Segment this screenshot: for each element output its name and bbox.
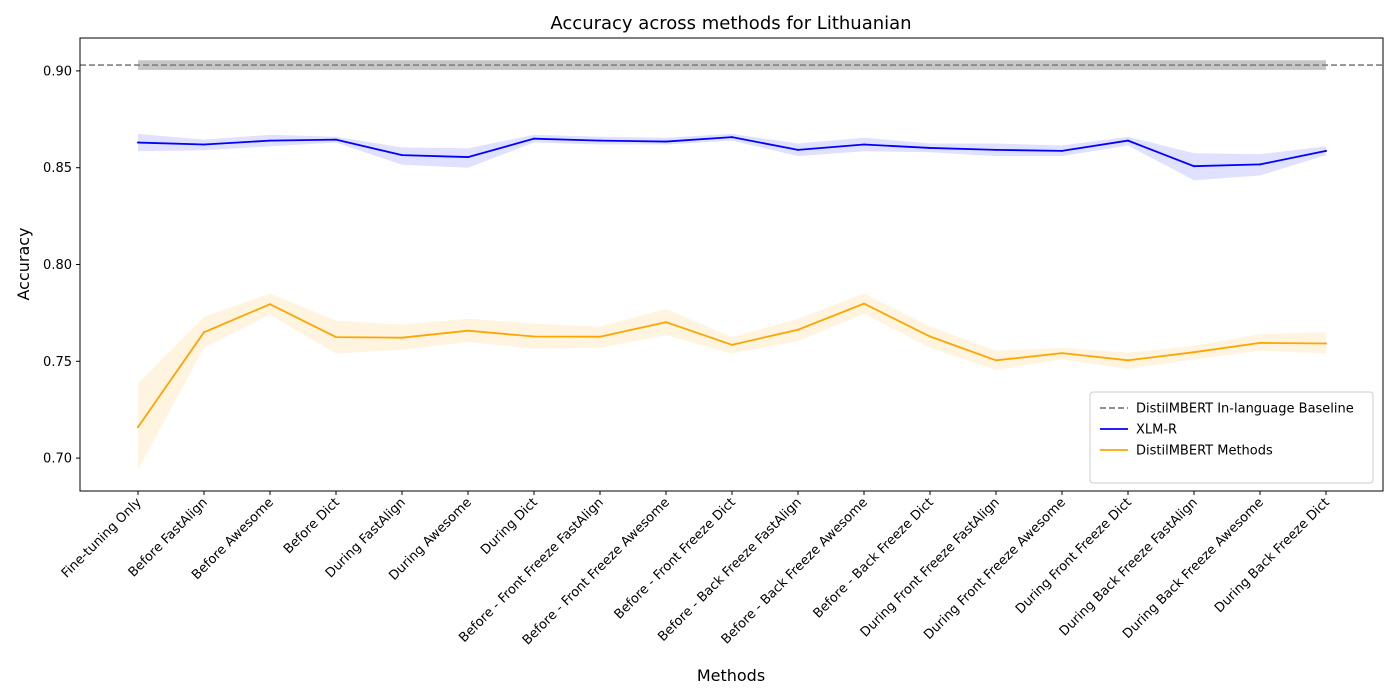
data-point-xlm-r [335, 138, 337, 141]
data-point-xlm-r [1061, 149, 1063, 152]
data-point-xlm-r [269, 139, 271, 142]
data-point-distilmbert-methods [995, 359, 997, 362]
x-tick-label: Before - Front Freeze Awesome [520, 495, 673, 648]
data-point-xlm-r [533, 137, 535, 140]
data-point-distilmbert-methods [1127, 359, 1129, 362]
data-point-distilmbert-methods [1259, 341, 1261, 344]
legend-label: DistilMBERT In-language Baseline [1136, 402, 1354, 417]
data-point-xlm-r [797, 148, 799, 151]
y-tick-label: 0.85 [43, 161, 72, 176]
data-point-distilmbert-methods [599, 335, 601, 338]
data-point-distilmbert-methods [401, 336, 403, 339]
legend: DistilMBERT In-language Baseline XLM-R Dis… [1089, 391, 1374, 484]
x-tick-label: Before - Back Freeze Awesome [719, 495, 871, 647]
series-band-distilmbert-methods [138, 293, 1326, 470]
data-point-distilmbert-methods [1061, 352, 1063, 355]
data-point-xlm-r [1325, 149, 1327, 152]
y-axis-label: Accuracy [14, 227, 33, 300]
x-tick-label: During Front Freeze FastAlign [858, 495, 1003, 640]
x-tick-label: Before - Front Freeze Dict [612, 495, 739, 622]
chart-title: Accuracy across methods for Lithuanian [550, 13, 911, 34]
data-point-distilmbert-methods [137, 426, 139, 429]
data-point-distilmbert-methods [1193, 351, 1195, 354]
data-point-distilmbert-methods [335, 336, 337, 339]
x-tick-label: During Front Freeze Dict [1013, 495, 1135, 617]
legend-box [1089, 391, 1374, 484]
data-point-distilmbert-methods [533, 335, 535, 338]
x-axis-label: Methods [697, 666, 765, 685]
series-band-xlm-r [138, 133, 1326, 181]
data-point-distilmbert-methods [269, 303, 271, 306]
data-point-xlm-r [1259, 163, 1261, 166]
data-point-xlm-r [401, 154, 403, 157]
x-tick-label: Before - Back Freeze Dict [811, 495, 937, 621]
data-point-distilmbert-methods [929, 335, 931, 338]
data-point-xlm-r [137, 141, 139, 144]
data-point-distilmbert-methods [1325, 342, 1327, 345]
y-tick-label: 0.70 [43, 452, 72, 467]
data-point-distilmbert-methods [863, 302, 865, 305]
data-point-xlm-r [1127, 139, 1129, 142]
y-tick-label: 0.80 [43, 258, 72, 273]
legend-label: DistilMBERT Methods [1136, 444, 1273, 459]
y-tick-label: 0.75 [43, 355, 72, 370]
data-point-xlm-r [863, 143, 865, 146]
x-tick-label: Before - Back Freeze FastAlign [655, 495, 804, 644]
y-tick-label: 0.90 [43, 64, 72, 79]
data-point-xlm-r [665, 140, 667, 143]
data-point-xlm-r [995, 148, 997, 151]
data-point-xlm-r [929, 146, 931, 149]
data-point-xlm-r [599, 139, 601, 142]
data-point-distilmbert-methods [731, 343, 733, 346]
x-tick-label: Before - Front Freeze FastAlign [456, 495, 606, 645]
x-tick-label: During Front Freeze Awesome [921, 495, 1069, 643]
data-point-xlm-r [203, 143, 205, 146]
data-point-distilmbert-methods [203, 331, 205, 334]
x-tick-label: During Back Freeze FastAlign [1057, 495, 1201, 639]
legend-label: XLM-R [1136, 423, 1177, 438]
x-tick-label: Before Dict [281, 495, 343, 557]
data-point-xlm-r [731, 136, 733, 139]
x-tick-label: During Dict [478, 495, 541, 558]
data-point-distilmbert-methods [665, 321, 667, 324]
data-point-xlm-r [1193, 165, 1195, 168]
data-point-xlm-r [467, 156, 469, 159]
data-point-distilmbert-methods [467, 329, 469, 332]
data-point-distilmbert-methods [797, 328, 799, 331]
x-tick-label: During Back Freeze Awesome [1120, 495, 1267, 642]
x-tick-label: During Back Freeze Dict [1212, 495, 1333, 616]
